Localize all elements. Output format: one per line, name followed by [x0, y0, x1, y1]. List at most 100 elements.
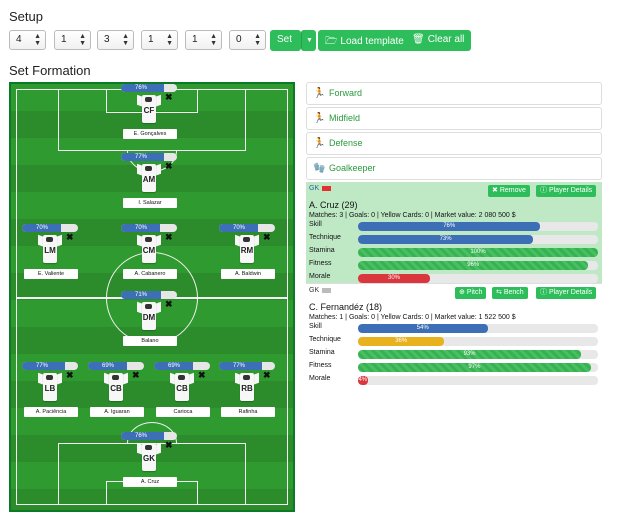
stat-row-skill: Skill 76%: [309, 220, 599, 232]
pitch-player-cm[interactable]: 70% CM ✖ A. Cabanero: [119, 224, 181, 288]
player-card[interactable]: GK ⊕ Pitch ⇆ Bench ⓘ Player Details C. F…: [306, 284, 602, 385]
pitch-player-lb[interactable]: 77% LB ✖ A. Paciência: [20, 362, 82, 426]
stat-value: 96%: [467, 262, 480, 268]
group-defense[interactable]: 🏃 Defense: [306, 132, 602, 155]
stat-label: Stamina: [309, 349, 335, 356]
bench-label: Bench: [503, 289, 524, 296]
player-name-tag: I. Salazar: [123, 198, 177, 208]
stat-fill: [358, 235, 534, 244]
pitch-player-am[interactable]: 77% AM ✖ I. Salazar: [119, 153, 181, 217]
stat-row-technique: Technique 73%: [309, 233, 599, 245]
rating-label: 76%: [134, 433, 147, 439]
player-details-button[interactable]: ⓘ Player Details: [536, 185, 597, 197]
pitch-player-rb[interactable]: 77% RB ✖ Rafinha: [217, 362, 279, 426]
rating-fill: [121, 224, 161, 232]
stat-value: 100%: [470, 249, 486, 255]
remove-player-icon[interactable]: ✖: [165, 92, 173, 102]
formation-select-1[interactable]: 4 ▲ ▼: [9, 30, 46, 50]
remove-player-icon[interactable]: ✖: [263, 232, 271, 242]
shirt-icon: CB: [170, 371, 194, 403]
rating-label: 77%: [232, 363, 245, 369]
stat-label: Morale: [309, 375, 331, 382]
rating-label: 70%: [35, 225, 48, 231]
stat-value: 54%: [416, 325, 429, 331]
clear-all-button[interactable]: 🗑 Clear all: [405, 30, 472, 51]
remove-player-icon[interactable]: ✖: [66, 232, 74, 242]
position-label: GK: [309, 287, 320, 294]
position-label: CB: [110, 384, 122, 393]
pitch-player-dm[interactable]: 71% DM ✖ Balano: [119, 291, 181, 355]
group-midfield[interactable]: 🏃 Midfield: [306, 107, 602, 130]
stat-fill: [358, 337, 445, 346]
load-template-button[interactable]: 🗁 Load template: [318, 30, 411, 51]
stat-label: Fitness: [309, 260, 332, 267]
position-tag: GK: [309, 185, 599, 197]
group-label: Defense: [329, 138, 363, 148]
remove-player-icon[interactable]: ✖: [66, 370, 74, 380]
formation-select-5[interactable]: 1 ▲ ▼: [185, 30, 222, 50]
formation-select-4[interactable]: 1 ▲ ▼: [141, 30, 178, 50]
rating-fill: [121, 291, 161, 299]
player-rating-bar: 77%: [121, 153, 177, 161]
stat-bar: 93%: [358, 350, 598, 359]
arrows-icon: ⇆: [496, 289, 504, 296]
player-details-button[interactable]: ⓘ Player Details: [536, 287, 597, 299]
pitch-player-cf[interactable]: 76% CF ✖ E. Gonçalves: [119, 84, 181, 148]
select-value: 0: [236, 34, 242, 45]
stat-fill: [358, 376, 368, 385]
rating-fill: [219, 362, 263, 370]
stat-label: Skill: [309, 323, 322, 330]
player-name-tag: A. Cabanero: [123, 269, 177, 279]
player-rating-bar: 71%: [121, 291, 177, 299]
select-value: 1: [148, 34, 154, 45]
stat-bar: 36%: [358, 337, 598, 346]
formation-select-6[interactable]: 0 ▲ ▼: [229, 30, 266, 50]
remove-player-icon[interactable]: ✖: [165, 232, 173, 242]
pitch-player-cb[interactable]: 69% CB ✖ A. Iguaran: [86, 362, 148, 426]
remove-player-icon[interactable]: ✖: [165, 299, 173, 309]
remove-player-icon[interactable]: ✖: [132, 370, 140, 380]
player-rating-bar: 70%: [121, 224, 177, 232]
pitch-player-rm[interactable]: 70% RM ✖ A. Baldwin: [217, 224, 279, 288]
player-rating-bar: 77%: [219, 362, 275, 370]
position-label: RM: [240, 246, 254, 255]
pitch-player-gk[interactable]: 76% GK ✖ A. Cruz: [119, 432, 181, 496]
group-goalkeeper[interactable]: 🧤 Goalkeeper: [306, 157, 602, 180]
folder-open-icon: 🗁: [325, 36, 338, 47]
formation-select-3[interactable]: 3 ▲ ▼: [97, 30, 134, 50]
set-dropdown-button[interactable]: ▼: [301, 30, 316, 51]
select-value: 1: [192, 34, 198, 45]
player-card-selected[interactable]: GK ✖ Remove ⓘ Player Details A. Cruz (29…: [306, 182, 602, 283]
pitch-player-cb[interactable]: 69% CB ✖ Carioca: [152, 362, 214, 426]
position-tag: GK: [309, 287, 599, 299]
pitch-player-lm[interactable]: 70% LM ✖ E. Valiente: [20, 224, 82, 288]
pitch-button[interactable]: ⊕ Pitch: [455, 287, 487, 299]
set-button[interactable]: Set: [270, 30, 301, 51]
updown-arrows-icon: ▲ ▼: [34, 33, 41, 47]
run-icon: 🏃: [313, 113, 326, 124]
load-template-label: Load template: [340, 36, 404, 47]
remove-player-icon[interactable]: ✖: [165, 161, 173, 171]
position-label: CF: [143, 106, 155, 115]
stat-bar: 97%: [358, 363, 598, 372]
position-label: LB: [44, 384, 56, 393]
player-name-tag: E. Valiente: [24, 269, 78, 279]
stat-fill: [358, 261, 589, 270]
stat-value: 76%: [443, 223, 456, 229]
select-value: 3: [104, 34, 110, 45]
updown-arrows-icon: ▲ ▼: [210, 33, 217, 47]
remove-player-icon[interactable]: ✖: [198, 370, 206, 380]
remove-player-icon[interactable]: ✖: [165, 440, 173, 450]
remove-player-icon[interactable]: ✖: [263, 370, 271, 380]
group-forward[interactable]: 🏃 Forward: [306, 82, 602, 105]
bench-button[interactable]: ⇆ Bench: [492, 287, 528, 299]
player-rating-bar: 77%: [22, 362, 78, 370]
rating-fill: [22, 224, 62, 232]
stat-row-fitness: Fitness 96%: [309, 259, 599, 271]
remove-button[interactable]: ✖ Remove: [488, 185, 530, 197]
stat-fill: [358, 248, 598, 257]
updown-arrows-icon: ▲ ▼: [79, 33, 86, 47]
shirt-icon: DM: [137, 300, 161, 332]
formation-select-2[interactable]: 1 ▲ ▼: [54, 30, 91, 50]
stat-row-stamina: Stamina 93%: [309, 348, 599, 360]
